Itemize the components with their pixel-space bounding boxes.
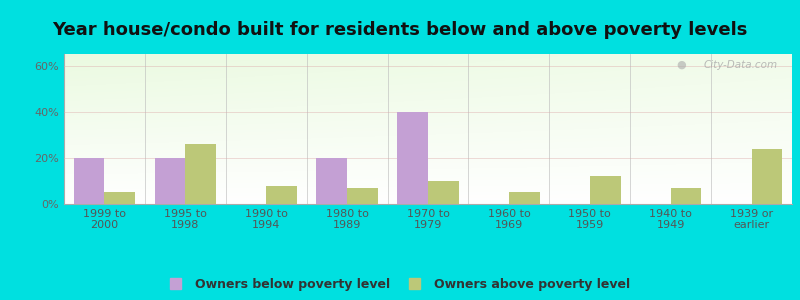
Bar: [398, 112, 428, 204]
Legend: Owners below poverty level, Owners above poverty level: Owners below poverty level, Owners above…: [170, 278, 630, 291]
Text: Year house/condo built for residents below and above poverty levels: Year house/condo built for residents bel…: [52, 21, 748, 39]
Bar: [751, 148, 782, 204]
Text: ●: ●: [677, 60, 686, 70]
Bar: [105, 193, 135, 204]
Bar: [74, 158, 105, 204]
Bar: [670, 188, 702, 204]
Bar: [347, 188, 378, 204]
Bar: [266, 185, 297, 204]
Bar: [316, 158, 347, 204]
Bar: [186, 144, 216, 204]
Bar: [428, 181, 458, 204]
Bar: [509, 193, 540, 204]
Text: City-Data.com: City-Data.com: [703, 60, 778, 70]
Bar: [590, 176, 621, 204]
Bar: [154, 158, 186, 204]
